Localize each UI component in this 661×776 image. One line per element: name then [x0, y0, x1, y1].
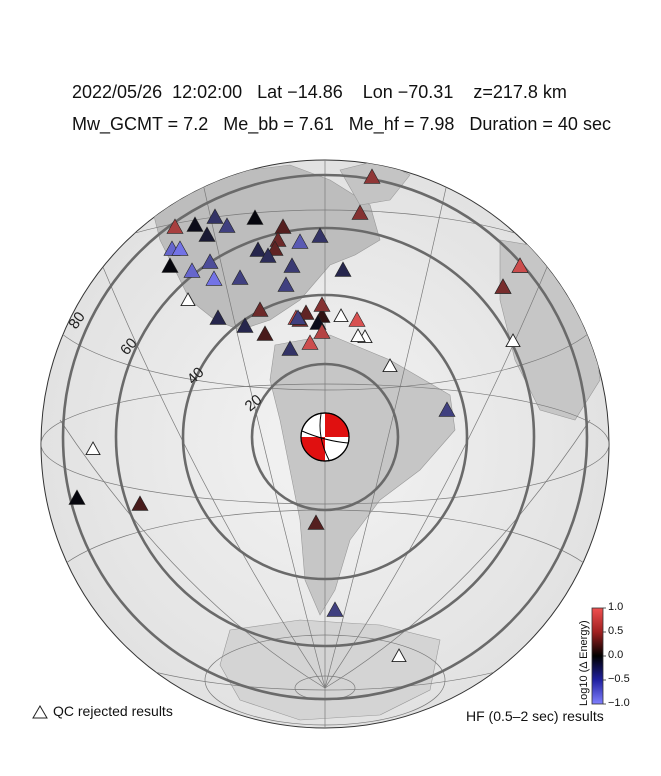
st-ca29-marker	[297, 304, 315, 320]
colorbar	[591, 607, 604, 705]
st-ca17-marker	[201, 253, 219, 269]
st-ca24-marker	[251, 301, 269, 317]
south-america	[269, 334, 456, 616]
distance-rings	[61, 173, 589, 701]
st-ca16-marker	[183, 262, 201, 278]
st-rej2-rejected-marker	[333, 308, 349, 323]
st-ca34-marker	[348, 311, 366, 327]
ring-80	[61, 173, 589, 701]
st-ca10-marker	[171, 240, 189, 256]
st-europe2-marker	[494, 278, 512, 294]
colorbar-tick-5: −1.0	[608, 697, 630, 709]
st-ca1-marker	[166, 218, 184, 234]
st-ca2-marker	[186, 216, 204, 232]
st-ca15-marker	[259, 247, 277, 263]
st-pacific1-marker	[68, 489, 86, 505]
st-ca11-marker	[249, 241, 267, 257]
st-ca14-marker	[311, 227, 329, 243]
event-info-line2: Mw_GCMT = 7.2 Me_bb = 7.61 Me_hf = 7.98 …	[72, 114, 611, 134]
st-ca3-marker	[206, 208, 224, 224]
ring-label-80: 80	[65, 309, 88, 332]
qc-legend-triangle	[32, 705, 48, 719]
ring-40	[181, 293, 469, 581]
st-chile1-marker	[307, 514, 325, 530]
st-ca21-marker	[205, 270, 223, 286]
st-ca7-marker	[274, 218, 292, 234]
st-patagonia-marker	[326, 601, 344, 617]
st-ca35-marker	[301, 334, 319, 350]
rejected-station-layer	[85, 292, 521, 663]
colorbar-tick-1: 1.0	[608, 601, 624, 613]
st-greenland-marker	[351, 204, 369, 220]
colorbar-tick-4: −0.5	[608, 673, 630, 685]
st-ca4-marker	[218, 217, 236, 233]
st-ca19-marker	[161, 257, 179, 273]
st-pacific2-marker	[131, 495, 149, 511]
st-ca12-marker	[266, 240, 284, 256]
st-ca13-marker	[291, 233, 309, 249]
qc-legend-label: QC rejected results	[53, 703, 173, 719]
st-ca32-marker	[334, 261, 352, 277]
event-info-line1: 2022/05/26 12:02:00 Lat −14.86 Lon −70.3…	[72, 82, 567, 102]
colorbar-tick-3: 0.0	[608, 649, 624, 661]
ring-60	[114, 226, 536, 648]
st-ca6-marker	[246, 209, 264, 225]
ring-20	[250, 362, 400, 512]
st-ca36-marker	[281, 340, 299, 356]
st-rej6-rejected-marker	[505, 333, 521, 348]
st-ca27-marker	[256, 325, 274, 341]
qc-legend-text: QC rejected results	[33, 703, 173, 719]
station-layer	[68, 168, 529, 617]
st-ca22-marker	[277, 276, 295, 292]
hf-legend-text: HF (0.5–2 sec) results	[466, 708, 604, 724]
st-alaska-marker	[363, 168, 381, 184]
st-ca26-marker	[236, 317, 254, 333]
st-ca5-marker	[198, 226, 216, 242]
st-rej8-rejected-marker	[391, 648, 407, 663]
colorbar-label: Log10 (Δ Energy)	[578, 620, 590, 706]
st-ca20-marker	[283, 257, 301, 273]
colorbar-tick-2: 0.5	[608, 625, 624, 637]
st-rej1-rejected-marker	[180, 292, 196, 307]
st-europe1-marker	[511, 257, 529, 273]
st-rej5-rejected-marker	[382, 358, 398, 373]
focal-mechanism	[300, 412, 350, 462]
st-ca25-marker	[209, 309, 227, 325]
st-ca38-marker	[313, 323, 331, 339]
st-rej7-rejected-marker	[85, 441, 101, 456]
st-ca33-marker	[313, 296, 331, 312]
st-ca31-marker	[289, 309, 307, 325]
st-rej4-rejected-marker	[350, 328, 366, 343]
st-brazil-marker	[438, 401, 456, 417]
st-ca18-marker	[231, 269, 249, 285]
